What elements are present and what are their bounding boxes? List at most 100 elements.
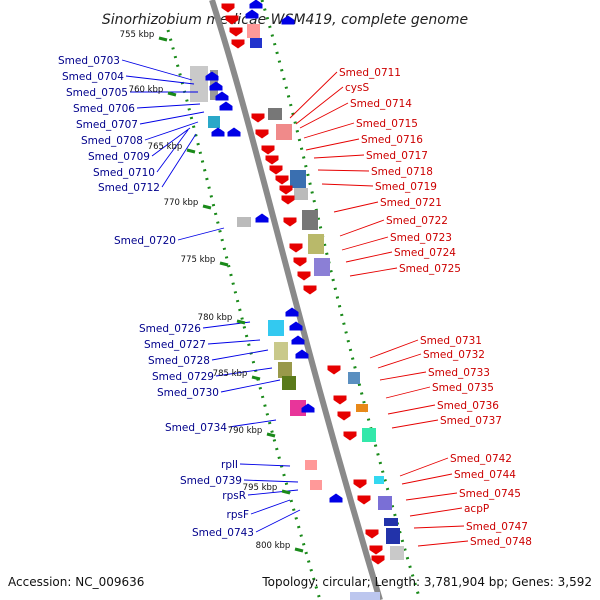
leader-line [317, 169, 370, 172]
right-gene-label: Smed_0716 [361, 134, 423, 146]
leader-line [385, 386, 431, 399]
right-gene-label: Smed_0724 [394, 247, 456, 259]
left-gene-label: Smed_0730 [157, 387, 219, 399]
left-gene-label: rpsF [227, 509, 250, 521]
gene-arrow [365, 529, 379, 539]
gene-arrow [337, 411, 351, 421]
leader-line [387, 404, 436, 415]
genome-summary-text: Topology: circular; Length: 3,781,904 bp… [261, 575, 592, 589]
gene-arrow [255, 213, 269, 223]
leader-line [339, 219, 385, 237]
right-gene-label: Smed_0732 [423, 349, 485, 361]
leader-line [255, 509, 301, 533]
leader-line [211, 349, 269, 361]
gene-arrow [265, 155, 279, 165]
gene-arrow [289, 243, 303, 253]
scale-tick [186, 148, 196, 154]
leader-line [144, 121, 199, 141]
gene-arrow [209, 81, 223, 91]
right-gene-label: Smed_0735 [432, 382, 494, 394]
gene-box [356, 404, 368, 412]
left-gene-label: Smed_0705 [66, 87, 128, 99]
gene-arrow [289, 321, 303, 331]
gene-arrow [275, 175, 289, 185]
gene-arrow [281, 15, 295, 25]
label-leader-lines [121, 59, 469, 547]
right-gene-label: Smed_0748 [470, 536, 532, 548]
scale-label: 775 kbp [181, 255, 216, 265]
gene-box [278, 362, 292, 378]
tick-tracks [166, 0, 422, 600]
gene-box [302, 210, 318, 230]
right-gene-label: Smed_0723 [390, 232, 452, 244]
right-gene-label: Smed_0745 [459, 488, 521, 500]
gene-arrow [291, 335, 305, 345]
gene-box [390, 546, 404, 560]
scale-label: 795 kbp [243, 483, 278, 493]
leader-line [349, 267, 398, 277]
scale-tick [266, 432, 276, 438]
gene-arrow [269, 165, 283, 175]
gene-arrow [205, 71, 219, 81]
leader-line [151, 127, 191, 157]
leader-line [215, 367, 273, 377]
leader-line [139, 111, 205, 125]
gene-arrow [357, 495, 371, 505]
leader-line [391, 419, 439, 429]
scale-tick [294, 547, 304, 553]
gene-box [310, 480, 322, 490]
gene-arrow [215, 91, 229, 101]
leader-line [333, 201, 379, 213]
leader-line [250, 499, 291, 515]
right-gene-label: Smed_0715 [356, 118, 418, 130]
right-gene-label: Smed_0731 [420, 335, 482, 347]
gene-arrow [301, 403, 315, 413]
leader-line [399, 457, 449, 477]
left-gene-label: Smed_0743 [192, 527, 254, 539]
gene-arrow [329, 493, 343, 503]
scale-tick [281, 489, 291, 495]
gene-arrow [343, 431, 357, 441]
gene-box [268, 108, 282, 120]
gene-arrow [279, 185, 293, 195]
gene-arrow [249, 0, 263, 9]
leader-line [313, 154, 365, 159]
leader-line [247, 489, 299, 496]
leader-line [289, 71, 338, 119]
gene-arrow [221, 3, 235, 13]
scale-label: 780 kbp [198, 313, 233, 323]
leader-line [305, 138, 360, 151]
gene-arrow [231, 39, 245, 49]
right-gene-label: Smed_0719 [375, 181, 437, 193]
scale-tick [236, 319, 246, 325]
leader-line [369, 339, 419, 359]
gene-arrow [245, 9, 259, 19]
scale-label: 765 kbp [148, 142, 183, 152]
left-gene-label: Smed_0703 [58, 55, 120, 67]
right-gene-label: Smed_0721 [380, 197, 442, 209]
leader-line [377, 353, 422, 369]
leader-line [417, 540, 469, 547]
left-gene-label: Smed_0734 [165, 422, 227, 434]
gene-box [308, 234, 324, 254]
gene-box [294, 188, 308, 200]
gene-arrow [297, 271, 311, 281]
gene-box [386, 528, 400, 544]
right-gene-label: Smed_0717 [366, 150, 428, 162]
leader-line [341, 236, 389, 251]
right-gene-label: Smed_0714 [350, 98, 412, 110]
scale-labels: 755 kbp 760 kbp 765 kbp 770 kbp 775 kbp 780 k… [120, 30, 304, 553]
gene-arrow [327, 365, 341, 375]
leader-line [299, 102, 349, 129]
leader-line [207, 339, 261, 345]
leader-line [243, 479, 299, 483]
gene-arrow [333, 395, 347, 405]
right-gene-label: acpP [464, 503, 489, 515]
gene-arrow [281, 195, 295, 205]
gene-arrows [205, 0, 385, 565]
left-gene-label: Smed_0710 [93, 167, 155, 179]
left-gene-labels: Smed_0703 Smed_0704 Smed_0705 Smed_0706 Smed… [58, 55, 254, 539]
left-gene-label: Smed_0728 [148, 355, 210, 367]
leader-line [228, 419, 277, 428]
